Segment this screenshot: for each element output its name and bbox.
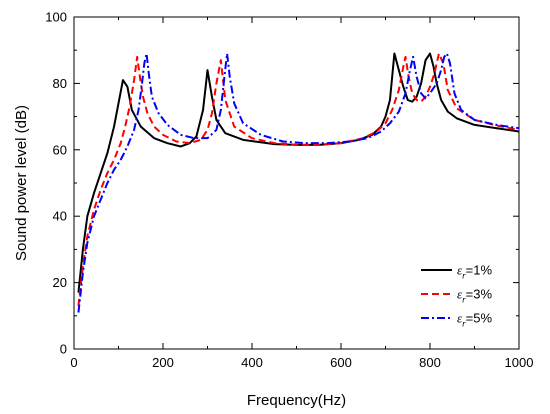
legend-subscript: r <box>462 295 466 305</box>
data-series <box>77 52 520 313</box>
x-tick-label: 0 <box>70 355 77 370</box>
legend-subscript: r <box>462 319 466 329</box>
y-tick-label: 20 <box>53 275 67 290</box>
legend: εr=1%εr=3%εr=5% <box>421 263 492 329</box>
x-tick-label: 1000 <box>505 355 534 370</box>
series-line-1 <box>77 52 520 293</box>
x-tick-label: 400 <box>241 355 263 370</box>
y-axis-title: Sound power level (dB) <box>13 105 30 261</box>
y-tick-label: 40 <box>53 209 67 224</box>
legend-label-2: εr=3% <box>457 287 492 305</box>
legend-value: =5% <box>466 311 493 326</box>
x-tick-label: 600 <box>330 355 352 370</box>
x-axis-title: Frequency(Hz) <box>247 392 346 409</box>
y-tick-label: 60 <box>53 142 67 157</box>
x-tick-label: 800 <box>419 355 441 370</box>
series-line-3 <box>77 52 520 313</box>
axis-tick-labels: 0 200 400 600 800 1000 0 20 40 60 80 100 <box>45 10 533 371</box>
series-line-2 <box>77 52 520 306</box>
legend-label-1: εr=1% <box>457 263 492 281</box>
y-tick-label: 100 <box>45 10 67 25</box>
legend-symbol: ε <box>457 287 463 302</box>
legend-subscript: r <box>462 271 466 281</box>
legend-value: =3% <box>466 287 493 302</box>
legend-label-3: εr=5% <box>457 311 492 329</box>
legend-value: =1% <box>466 263 493 278</box>
x-tick-label: 200 <box>152 355 174 370</box>
legend-symbol: ε <box>457 263 463 278</box>
y-tick-label: 80 <box>53 76 67 91</box>
plot-area-frame <box>73 16 520 350</box>
legend-symbol: ε <box>457 311 463 326</box>
axis-ticks <box>73 16 520 350</box>
y-tick-label: 0 <box>60 342 67 357</box>
